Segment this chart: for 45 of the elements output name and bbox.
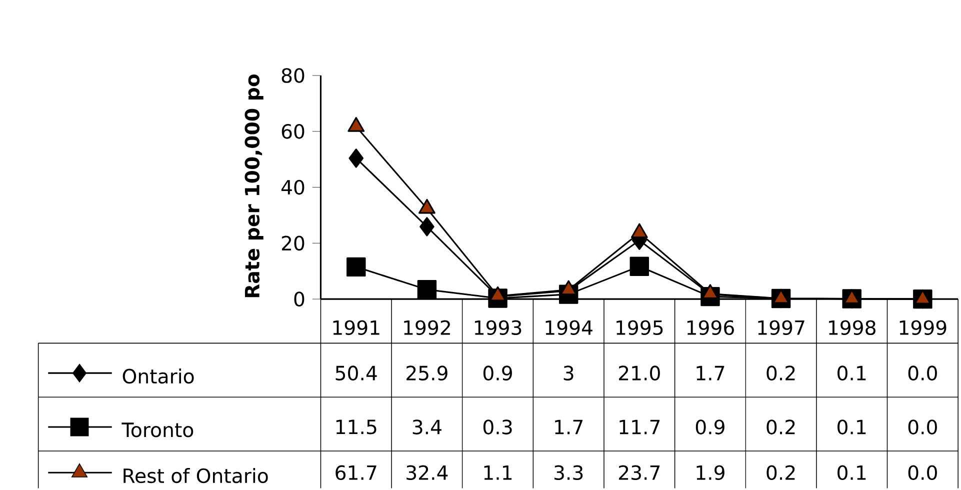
data-label: 0.9	[696, 420, 724, 435]
data-label: 0.2	[766, 366, 795, 381]
data-label: 0.0	[908, 366, 937, 381]
x-tick-label: 1995	[616, 320, 663, 336]
data-label: 0.3	[483, 420, 512, 435]
data-label: 11.7	[620, 420, 660, 434]
x-tick-label: 1992	[404, 320, 450, 336]
data-label: 0.9	[483, 366, 512, 381]
data-label: 1.7	[696, 366, 724, 380]
data-label: 1.9	[696, 465, 724, 480]
data-label: 0.1	[838, 366, 866, 381]
x-tick-label: 1997	[758, 320, 804, 336]
data-label: 0.0	[908, 465, 937, 480]
x-tick-label: 1993	[474, 320, 522, 336]
data-label: 61.7	[336, 465, 376, 480]
data-label: 0.2	[766, 420, 795, 435]
x-tick-label: 1996	[687, 320, 734, 336]
x-tick-label: 1991	[333, 320, 380, 336]
y-axis-title: Rate per 100,000 po	[244, 74, 264, 298]
y-tick-label: 60	[282, 124, 304, 139]
y-tick-label: 20	[282, 236, 304, 251]
x-tick-label: 1994	[546, 320, 592, 336]
x-tick-label: 1999	[900, 320, 946, 336]
data-label: 3	[564, 366, 574, 381]
data-label: 1.7	[555, 420, 583, 434]
data-label: 0.1	[838, 465, 866, 480]
data-label: 23.7	[619, 465, 660, 480]
y-tick-label: 40	[281, 180, 304, 195]
data-label: 0.1	[838, 420, 866, 435]
data-label: 32.4	[406, 465, 448, 480]
data-label: 3.4	[412, 420, 442, 435]
data-label: 21.0	[619, 366, 660, 381]
legend-label: Ontario	[122, 368, 194, 384]
y-tick-label: 0	[294, 292, 304, 307]
y-tick-label: 80	[282, 68, 304, 84]
data-label: 11.5	[336, 420, 376, 434]
data-label: 1.1	[484, 466, 512, 480]
legend-label: Toronto	[122, 422, 194, 438]
data-label: 50.4	[336, 366, 377, 381]
x-tick-label: 1998	[829, 320, 876, 336]
legend-label: Rest of Ontario	[124, 468, 268, 484]
data-label: 25.9	[406, 366, 448, 381]
data-label: 3.3	[554, 465, 583, 480]
data-label: 0.2	[766, 465, 795, 480]
data-label: 0.0	[908, 420, 937, 435]
